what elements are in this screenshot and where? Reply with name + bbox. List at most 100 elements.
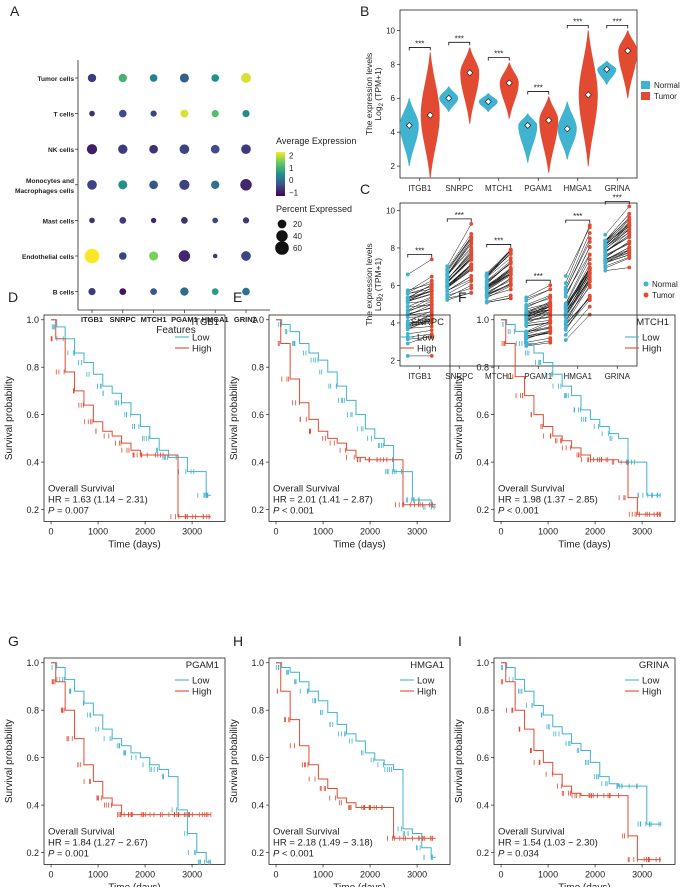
dot <box>87 144 97 154</box>
y-axis-title: Survival probability <box>4 719 15 803</box>
y-tick-label: 4 <box>391 128 396 137</box>
y-tick-label: 6 <box>391 94 396 103</box>
normal-point <box>406 273 410 277</box>
x-tick-label: 3000 <box>407 526 427 536</box>
x-tick-label: 2000 <box>135 869 155 879</box>
cell-type-label: B cells <box>53 290 75 297</box>
tumor-point <box>588 262 592 266</box>
cell-type-label: NK cells <box>48 147 74 154</box>
feature-label: MTCH1 <box>141 315 167 324</box>
panel-label-g: G <box>8 633 19 649</box>
tumor-point <box>430 285 434 289</box>
stat-title: Overall Survival <box>498 826 565 837</box>
legend-label: High <box>642 687 662 698</box>
normal-point <box>564 304 568 308</box>
category-label: ITGB1 <box>408 372 432 381</box>
normal-point <box>564 319 568 323</box>
dot <box>119 110 127 118</box>
y-tick-label: 8 <box>391 60 396 69</box>
normal-point <box>603 253 607 257</box>
y-tick-label: 1.0 <box>26 315 39 325</box>
pair-line <box>408 308 432 314</box>
violin <box>518 114 537 163</box>
tumor-point <box>627 205 631 209</box>
legend-label: Low <box>192 333 210 344</box>
category-label: MTCH1 <box>485 372 513 381</box>
normal-point <box>485 292 489 296</box>
pair-line <box>487 258 511 278</box>
cell-type-label: T cells <box>53 112 74 119</box>
dot <box>211 74 219 82</box>
p-value: P = 0.034 <box>498 848 539 859</box>
p-value: P < 0.001 <box>273 848 314 859</box>
dot <box>149 145 158 154</box>
dot <box>150 74 158 82</box>
violin <box>460 47 479 123</box>
normal-point <box>564 294 568 298</box>
y-tick-label: 4 <box>391 319 396 328</box>
size-legend-label: 60 <box>293 244 302 253</box>
cell-type-label: Endothelial cells <box>22 254 74 261</box>
dot <box>179 180 189 190</box>
tumor-point <box>627 256 631 260</box>
size-legend-label: 40 <box>293 232 302 241</box>
cell-type-label: Tumor cells <box>37 76 74 83</box>
tumor-point <box>588 231 592 235</box>
legend-label: Low <box>417 676 435 687</box>
category-label: GRINA <box>605 184 631 193</box>
legend-key <box>641 81 650 89</box>
tumor-point <box>548 311 552 315</box>
x-tick-label: 3000 <box>632 869 652 879</box>
tumor-point <box>548 283 552 287</box>
dot <box>118 145 127 154</box>
dot <box>149 180 158 189</box>
x-tick-label: 1000 <box>313 869 333 879</box>
x-tick-label: 1000 <box>88 869 108 879</box>
x-tick-label: 3000 <box>182 526 202 536</box>
x-axis-title: Features <box>156 325 195 336</box>
tumor-point <box>469 240 473 244</box>
violin <box>500 63 519 119</box>
x-tick-label: 0 <box>274 526 279 536</box>
dot <box>212 218 218 224</box>
y-axis-title-unit: Log2 (TPM+1) <box>373 67 385 120</box>
gene-label: ITGB1 <box>192 317 219 328</box>
legend-size-title: Percent Expressed <box>276 204 352 214</box>
p-value: P = 0.001 <box>48 848 89 859</box>
tumor-point <box>430 289 434 293</box>
x-tick-label: 1000 <box>538 869 558 879</box>
feature-label: ITGB1 <box>81 315 103 324</box>
y-tick-label: 0.4 <box>251 801 264 811</box>
tumor-point <box>627 266 631 270</box>
tumor-point <box>509 277 513 281</box>
gene-label: SNRPC <box>411 317 444 328</box>
legend-label: Low <box>642 333 660 344</box>
normal-point <box>445 285 449 289</box>
tumor-point <box>509 282 513 286</box>
normal-point <box>564 274 568 278</box>
stat-title: Overall Survival <box>48 826 115 837</box>
hazard-ratio: HR = 2.01 (1.41 − 2.87) <box>273 494 373 505</box>
tumor-point <box>588 296 592 300</box>
tumor-point <box>469 258 473 262</box>
normal-point <box>524 324 528 328</box>
tumor-point <box>588 283 592 287</box>
tumor-point <box>469 263 473 267</box>
tumor-point <box>509 293 513 297</box>
hazard-ratio: HR = 1.54 (1.03 − 2.30) <box>498 837 598 848</box>
dot <box>179 250 190 261</box>
y-tick-label: 0.8 <box>476 363 489 373</box>
y-axis-title: Survival probability <box>454 376 465 460</box>
tumor-point <box>627 224 631 228</box>
y-tick-label: 0.2 <box>251 848 264 858</box>
dot <box>242 110 249 117</box>
legend-label: High <box>417 687 437 698</box>
tumor-point <box>430 295 434 299</box>
legend-key <box>644 293 649 298</box>
tumor-point <box>548 305 552 309</box>
normal-point <box>485 289 489 293</box>
x-tick-label: 0 <box>499 869 504 879</box>
pair-line <box>408 277 432 292</box>
